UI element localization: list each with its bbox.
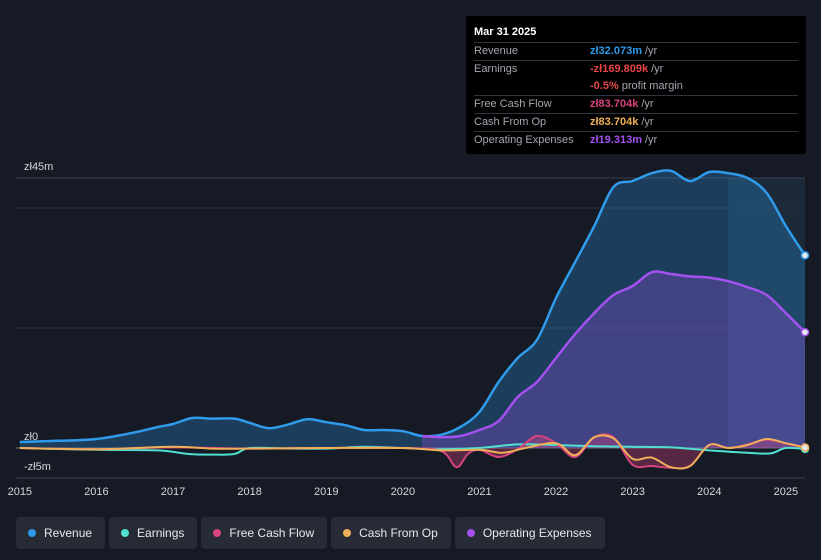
tooltip-row-value: -zł169.809k (590, 63, 649, 75)
tooltip-row-unit: /yr (641, 98, 654, 110)
data-tooltip: Mar 31 2025 Revenue zł32.073m/yr Earnings -… (466, 16, 806, 154)
tooltip-row-unit: /yr (644, 45, 658, 57)
legend-dot-icon (213, 529, 222, 537)
tooltip-row-label: Free Cash Flow (474, 98, 552, 110)
tooltip-row-label: Earnings (474, 63, 518, 75)
y-axis-labels: zł45m zł0 -zł5m (24, 161, 53, 473)
tooltip-row: -0.5% profit margin (474, 78, 798, 95)
revenue-line (19, 169, 807, 444)
tooltip-row-value: -0.5% (590, 80, 619, 92)
x-tick-label: 2023 (620, 486, 644, 498)
tooltip-row: Earnings -zł169.809k/yr (474, 60, 798, 78)
tooltip-row: Cash From Op zł83.704k/yr (474, 113, 798, 131)
forecast-shading (728, 178, 805, 448)
tooltip-row-value: zł19.313m (590, 134, 642, 146)
legend-label: Revenue (44, 526, 93, 540)
x-tick-label: 2020 (391, 486, 415, 498)
series-endpoints (800, 251, 810, 454)
earnings-line (19, 443, 806, 456)
x-tick-label: 2015 (8, 486, 32, 498)
series-areas (19, 170, 806, 469)
tooltip-rows: Revenue zł32.073m/yr Earnings -zł169.809k/y… (474, 42, 798, 149)
legend-item-earnings[interactable]: Earnings (109, 517, 198, 549)
tooltip-row-label: Revenue (474, 45, 519, 57)
tooltip-row-unit: /yr (641, 116, 654, 128)
y-tick-label-zero: zł0 (24, 431, 38, 443)
legend-label: Free Cash Flow (229, 526, 315, 540)
legend-dot-icon (121, 529, 130, 537)
x-tick-label: 2019 (314, 486, 338, 498)
x-tick-label: 2022 (544, 486, 568, 498)
cash-from-op-endpoint (800, 443, 810, 452)
revenue-endpoint (800, 251, 810, 260)
series-lines (19, 169, 807, 470)
tooltip-row-label (474, 78, 590, 95)
revenue-area (19, 170, 806, 448)
tooltip-row: Revenue zł32.073m/yr (474, 42, 798, 60)
tooltip-row-unit: /yr (644, 134, 658, 146)
tooltip-row: Free Cash Flow zł83.704k/yr (474, 95, 798, 113)
legend-dot-icon (343, 529, 352, 537)
legend-item-revenue[interactable]: Revenue (16, 517, 106, 549)
x-axis-labels: 2015 2016 2017 2018 2019 2020 2021 2022 2023 2024… (8, 486, 799, 498)
tooltip-row-value: zł83.704k (590, 116, 639, 128)
free-cash-flow-area (19, 434, 806, 469)
operating-expenses-area (422, 271, 805, 448)
tooltip-row: Operating Expenses zł19.313m/yr (474, 131, 798, 149)
operating-expenses-line (421, 270, 806, 439)
x-tick-label: 2018 (237, 486, 261, 498)
legend-label: Operating Expenses (482, 526, 592, 540)
x-tick-label: 2016 (84, 486, 108, 498)
legend-dot-icon (466, 529, 475, 537)
legend-dot-icon (28, 529, 36, 537)
y-tick-label-top: zł45m (24, 161, 53, 173)
tooltip-row-value: zł32.073m (590, 45, 642, 57)
tooltip-date: Mar 31 2025 (474, 26, 537, 38)
x-tick-label: 2025 (774, 486, 798, 498)
tooltip-row-label: Cash From Op (474, 116, 547, 128)
legend-item-operating-expenses[interactable]: Operating Expenses (454, 517, 605, 549)
tooltip-row-value: zł83.704k (590, 98, 639, 110)
legend-item-free-cash-flow[interactable]: Free Cash Flow (201, 517, 328, 549)
y-tick-label-bottom: -zł5m (24, 461, 51, 473)
legend-label: Earnings (137, 526, 185, 540)
x-tick-label: 2017 (161, 486, 185, 498)
x-tick-label: 2024 (697, 486, 721, 498)
tooltip-row-label: Operating Expenses (474, 134, 574, 146)
tooltip-row-unit: profit margin (621, 80, 683, 92)
operating-expenses-endpoint (800, 327, 810, 337)
tooltip-row-unit: /yr (651, 63, 664, 75)
legend-item-cash-from-op[interactable]: Cash From Op (331, 517, 451, 549)
chart-legend: Revenue Earnings Free Cash Flow Cash From O… (16, 517, 605, 549)
x-tick-label: 2021 (467, 486, 491, 498)
legend-label: Cash From Op (359, 526, 438, 540)
cash-from-op-line (19, 434, 806, 470)
